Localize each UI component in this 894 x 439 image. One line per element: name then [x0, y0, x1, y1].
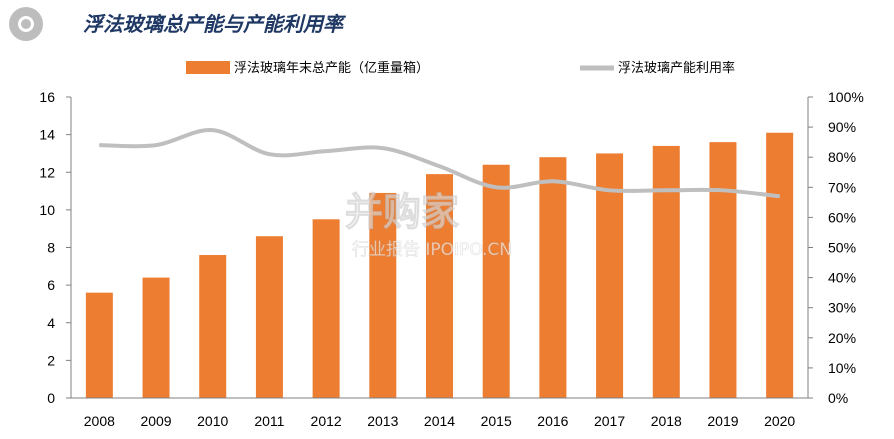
x-tick-label-2014: 2014 — [424, 413, 455, 429]
bar-2019 — [709, 142, 737, 398]
bar-2014 — [426, 174, 453, 398]
bar-2020 — [766, 132, 794, 398]
bar-2009 — [142, 277, 170, 398]
right-tick-label: 40% — [828, 270, 856, 286]
bar-2010 — [199, 255, 227, 398]
right-tick-label: 30% — [828, 300, 856, 316]
x-tick-label-2016: 2016 — [537, 413, 568, 429]
x-tick-label-2019: 2019 — [707, 413, 738, 429]
line-point-2016 — [552, 180, 554, 182]
bar-2008 — [85, 292, 113, 398]
x-tick-label-2013: 2013 — [367, 413, 398, 429]
left-tick-label: 16 — [39, 89, 55, 105]
x-tick-label-2009: 2009 — [140, 413, 171, 429]
right-tick-label: 10% — [828, 360, 856, 376]
right-tick-label: 60% — [828, 209, 856, 225]
line-point-2014 — [439, 165, 440, 167]
watermark: 并购家 行业报告 IPOIPO.CN — [345, 190, 513, 261]
bar-2011 — [255, 236, 283, 398]
x-tick-label-2008: 2008 — [84, 413, 115, 429]
right-tick-label: 90% — [828, 119, 856, 135]
bar-series — [85, 132, 794, 398]
bar-2016 — [539, 157, 567, 398]
x-tick-label-2020: 2020 — [764, 413, 795, 429]
chart-title: 浮法玻璃总产能与产能利用率 — [83, 12, 343, 36]
right-axis-ticks: 0% 10% 20% 30% 40% 50% 60% 70% 80% 90% 100% — [808, 89, 864, 406]
x-tick-label-2011: 2011 — [254, 413, 284, 429]
legend: 浮法玻璃年末总产能（亿重量箱） 浮法玻璃产能利用率 — [186, 60, 735, 76]
legend-bar-label: 浮法玻璃年末总产能（亿重量箱） — [234, 60, 429, 76]
line-point-2009 — [155, 144, 157, 146]
left-tick-label: 14 — [39, 127, 55, 143]
line-point-2012 — [325, 150, 327, 152]
bar-2012 — [312, 219, 340, 398]
line-point-2011 — [268, 153, 270, 155]
left-tick-label: 8 — [47, 240, 55, 256]
line-point-2018 — [665, 189, 667, 191]
right-tick-label: 70% — [828, 179, 856, 195]
x-tick-label-2010: 2010 — [197, 413, 228, 429]
legend-line-label: 浮法玻璃产能利用率 — [618, 60, 735, 76]
line-point-2008 — [98, 144, 100, 146]
x-tick-label-2017: 2017 — [594, 413, 625, 429]
left-tick-label: 12 — [39, 164, 55, 180]
left-tick-label: 0 — [47, 390, 55, 406]
left-tick-label: 2 — [47, 352, 55, 368]
x-tick-label-2015: 2015 — [481, 413, 512, 429]
line-point-2020 — [779, 195, 781, 197]
bar-2015 — [482, 164, 510, 398]
bar-2017 — [596, 153, 624, 398]
right-tick-label: 50% — [828, 240, 856, 256]
line-point-2013 — [382, 147, 384, 149]
x-axis-ticks: 2008 2009 2010 2011 2012 2013 2014 2015 2016 2017… — [84, 413, 796, 429]
right-tick-label: 100% — [828, 89, 864, 105]
watermark-sub: 行业报告 IPOIPO.CN — [352, 240, 512, 260]
right-tick-label: 0% — [828, 390, 848, 406]
line-point-2019 — [722, 189, 724, 191]
line-point-2010 — [212, 129, 214, 131]
line-series — [98, 128, 781, 199]
x-tick-label-2018: 2018 — [651, 413, 682, 429]
line-point-2015 — [495, 186, 497, 188]
left-tick-label: 4 — [47, 315, 55, 331]
left-tick-label: 6 — [47, 277, 55, 293]
legend-bar-swatch — [186, 61, 230, 74]
x-tick-label-2012: 2012 — [311, 413, 342, 429]
right-tick-label: 80% — [828, 149, 856, 165]
bar-2013 — [369, 192, 397, 398]
left-axis-ticks: 0 2 4 6 8 10 12 14 16 — [39, 89, 71, 406]
bar-2018 — [652, 145, 680, 398]
line-point-2017 — [609, 189, 611, 191]
right-tick-label: 20% — [828, 330, 856, 346]
left-tick-label: 10 — [39, 202, 55, 218]
chart-header: 浮法玻璃总产能与产能利用率 — [0, 0, 894, 50]
watermark-brand: 并购家 — [345, 190, 459, 234]
circle-bullet-icon — [9, 7, 43, 41]
